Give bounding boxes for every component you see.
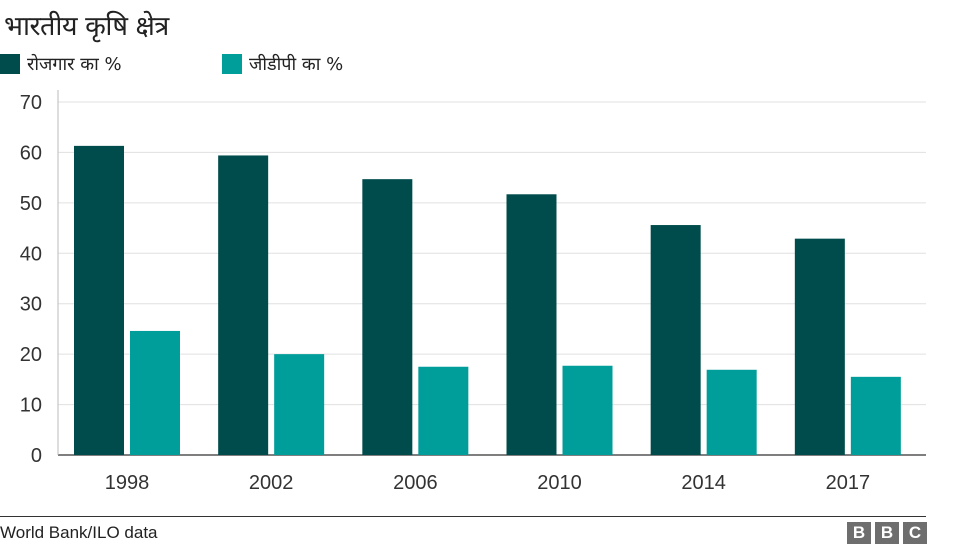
legend-item-gdp: जीडीपी का % (222, 52, 343, 76)
y-tick-label: 20 (20, 344, 42, 366)
y-tick-label: 30 (20, 294, 42, 316)
legend-label-gdp: जीडीपी का % (249, 54, 344, 75)
bar-gdp-2014 (706, 369, 757, 455)
bar-employment-1998 (74, 145, 124, 455)
bar-gdp-2006 (418, 366, 469, 455)
bbc-logo: B B C (847, 522, 927, 544)
y-tick-label: 60 (20, 142, 42, 164)
chart-title: भारतीय कृषि क्षेत्र (4, 11, 169, 42)
y-tick-label: 70 (20, 92, 42, 114)
legend-swatch-employment (0, 54, 20, 74)
x-tick-label: 2006 (393, 472, 438, 494)
bar-employment-2006 (362, 179, 413, 456)
bbc-logo-letter: C (903, 522, 927, 544)
y-tick-label: 50 (20, 193, 42, 215)
x-tick-label: 2010 (537, 472, 582, 494)
legend-swatch-gdp (222, 54, 242, 74)
y-tick-label: 0 (31, 445, 42, 467)
y-tick-label: 40 (20, 243, 42, 265)
legend-item-employment: रोजगार का % (0, 52, 122, 76)
footer-divider (0, 516, 926, 517)
bar-employment-2017 (794, 238, 845, 455)
legend-label-employment: रोजगार का % (27, 54, 122, 75)
bbc-logo-letter: B (875, 522, 899, 544)
x-tick-label: 2014 (681, 472, 726, 494)
bar-gdp-2010 (562, 365, 613, 455)
bbc-logo-letter: B (847, 522, 871, 544)
bar-employment-2002 (218, 155, 269, 455)
bar-chart: 0 10 20 30 40 50 60 70 1998 2002 2006 2010 2014 2017 (20, 90, 926, 494)
bar-gdp-2017 (850, 376, 901, 455)
bar-gdp-1998 (130, 330, 180, 455)
x-tick-label: 2002 (249, 472, 294, 494)
bar-gdp-2002 (274, 354, 325, 455)
y-tick-label: 10 (20, 395, 42, 417)
source-note: World Bank/ILO data (0, 523, 158, 542)
bar-employment-2014 (650, 225, 701, 455)
chart-legend: रोजगार का % जीडीपी का % (0, 52, 976, 76)
x-tick-label: 1998 (105, 472, 150, 494)
bar-employment-2010 (506, 194, 557, 455)
x-tick-label: 2017 (826, 472, 871, 494)
